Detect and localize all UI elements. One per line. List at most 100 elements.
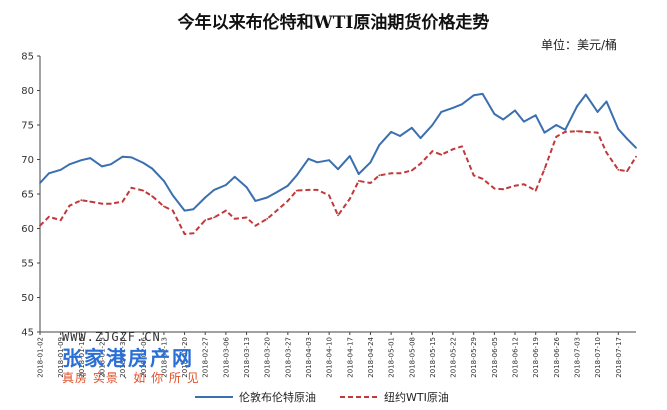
legend: 伦敦布伦特原油 纽约WTI原油: [195, 390, 449, 404]
wti-data-point: [142, 189, 145, 192]
wti-data-point: [59, 219, 62, 222]
brent-data-point: [617, 128, 620, 131]
wti-data-point: [337, 214, 339, 217]
brent-data-point: [254, 200, 257, 202]
wti-data-point: [452, 148, 454, 151]
x-tick-label: 2018-02-27: [202, 337, 210, 378]
x-tick-label: 2018-06-12: [512, 337, 520, 378]
x-tick-label: 2018-05-01: [388, 337, 396, 378]
wti-data-point: [266, 217, 269, 220]
wti-data-point: [295, 189, 298, 192]
y-tick-label: 70: [21, 155, 34, 166]
wti-line: [39, 130, 637, 235]
chart-title: 今年以来布伦特和WTI原油期货价格走势: [177, 13, 490, 33]
brent-data-point: [626, 137, 628, 140]
wti-data-point: [348, 197, 351, 200]
wti-data-point: [378, 174, 381, 177]
brent-data-point: [584, 93, 587, 96]
brent-data-point: [68, 163, 71, 166]
x-tick-label: 2018-05-22: [450, 337, 458, 378]
brent-data-point: [192, 208, 195, 211]
brent-data-point: [348, 155, 351, 158]
y-tick-label: 50: [21, 293, 34, 304]
x-tick-label: 2018-05-15: [429, 337, 437, 378]
brent-data-point: [452, 106, 454, 109]
legend-label-wti: 纽约WTI原油: [384, 390, 449, 404]
brent-data-point: [502, 118, 505, 121]
wti-data-point: [440, 153, 443, 156]
x-tick-label: 2018-01-23: [98, 337, 106, 378]
brent-data-point: [275, 191, 277, 194]
wti-data-point: [584, 131, 587, 133]
brent-data-point: [481, 93, 484, 95]
brent-data-point: [213, 189, 216, 191]
brent-data-point: [225, 184, 227, 186]
y-tick-label: 55: [21, 259, 34, 270]
brent-data-point: [564, 128, 567, 131]
x-tick-label: 2018-04-10: [326, 337, 334, 378]
brent-data-point: [163, 180, 165, 182]
series-lines: [39, 92, 637, 235]
x-tick-label: 2018-01-09: [57, 337, 65, 378]
wti-data-point: [286, 200, 289, 202]
brent-data-point: [357, 173, 360, 175]
wti-data-point: [564, 131, 567, 133]
legend-label-brent: 伦敦布伦特原油: [239, 390, 316, 404]
brent-data-point: [266, 196, 269, 199]
watermark-url: WWW.ZJGZF.CN: [62, 330, 161, 344]
wti-data-point: [472, 174, 475, 177]
x-tick-label: 2018-03-27: [284, 337, 292, 378]
x-tick-label: 2018-04-17: [346, 337, 354, 378]
wti-data-point: [576, 130, 578, 133]
x-tick-label: 2018-07-10: [594, 337, 602, 378]
brent-data-point: [130, 156, 133, 159]
watermark-site-name: 张家港房产网: [62, 346, 194, 370]
wti-data-point: [523, 183, 525, 186]
x-tick-label: 2018-07-03: [573, 337, 581, 378]
wti-data-point: [369, 182, 372, 184]
brent-data-point: [89, 157, 92, 160]
brent-data-point: [431, 124, 434, 126]
brent-data-point: [514, 109, 516, 112]
wti-data-point: [617, 168, 620, 171]
brent-data-point: [286, 184, 289, 187]
wti-data-point: [626, 170, 628, 173]
x-tick-label: 2018-07-17: [615, 337, 623, 378]
unit-label: 单位：美元/桶: [540, 38, 617, 52]
wti-data-point: [431, 150, 434, 153]
brent-data-point: [101, 165, 103, 168]
wti-data-point: [316, 189, 319, 191]
wti-data-point: [307, 189, 310, 191]
wti-data-point: [534, 189, 537, 192]
wti-data-point: [555, 135, 558, 138]
brent-data-point: [399, 135, 401, 137]
wti-data-point: [121, 200, 124, 203]
wti-data-point: [254, 224, 257, 227]
x-tick-label: 2018-04-24: [367, 336, 375, 377]
x-tick-label: 2018-03-20: [264, 337, 272, 378]
wti-data-point: [275, 210, 277, 213]
brent-data-point: [576, 105, 578, 108]
brent-data-point: [183, 209, 186, 212]
brent-data-point: [635, 146, 637, 149]
x-tick-label: 2018-05-08: [408, 337, 416, 378]
wti-data-point: [502, 188, 505, 191]
x-tick-label: 2018-04-03: [305, 337, 313, 378]
axes: 45 50 55 60 65 70 75 80 85 2018-01-02 2018-01-09 20…: [21, 52, 636, 378]
wti-data-point: [80, 199, 83, 202]
brent-data-point: [534, 114, 537, 117]
wti-data-point: [390, 172, 392, 175]
wti-data-point: [68, 204, 71, 207]
wti-data-point: [514, 184, 516, 187]
x-tick-label: 2018-06-19: [532, 337, 540, 378]
brent-data-point: [369, 161, 372, 164]
y-tick-label: 85: [21, 52, 34, 63]
brent-data-point: [307, 157, 310, 160]
x-tick-label: 2018-02-06: [140, 336, 148, 377]
wti-data-point: [481, 177, 484, 180]
x-tick-label: 2018-06-05: [491, 337, 499, 378]
wti-data-point: [357, 180, 360, 182]
wti-data-point: [89, 200, 92, 203]
x-tick-label: 2018-03-13: [243, 337, 251, 378]
